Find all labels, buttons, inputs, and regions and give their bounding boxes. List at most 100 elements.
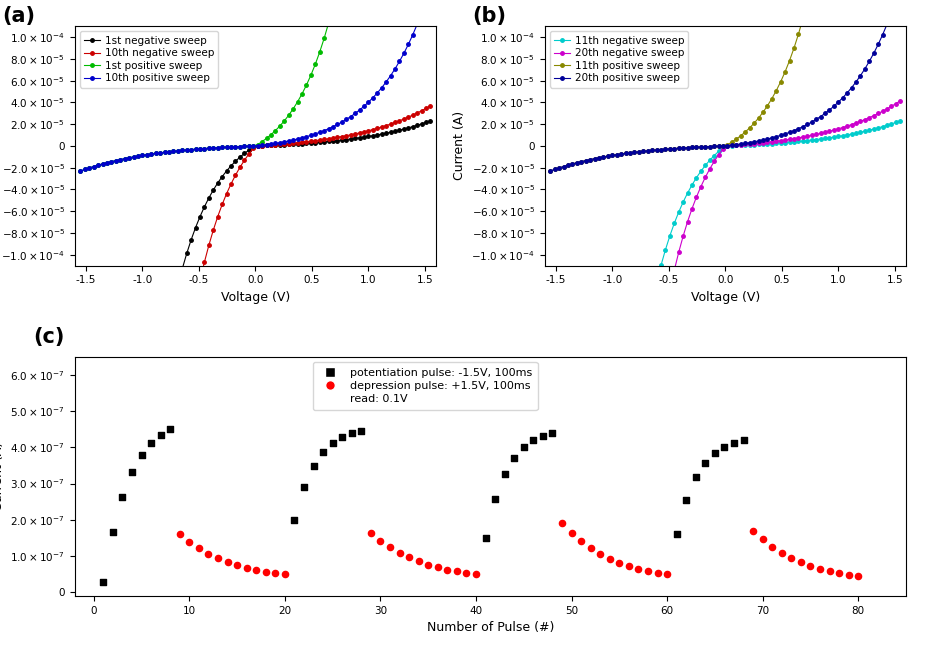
1st negative sweep xyxy=(425,117,436,124)
depression pulse: +1.5V, 100ms: (18, 5.76e-08): +1.5V, 100ms: (18, 5.76e-08) xyxy=(259,567,274,577)
Line: 1st positive sweep: 1st positive sweep xyxy=(78,0,432,173)
Point xyxy=(431,562,446,572)
X-axis label: Voltage (V): Voltage (V) xyxy=(220,291,290,304)
10th negative sweep xyxy=(301,138,312,145)
11th negative sweep xyxy=(771,140,782,147)
Point xyxy=(831,568,846,578)
depression pulse: +1.5V, 100ms: (14, 8.4e-08): +1.5V, 100ms: (14, 8.4e-08) xyxy=(220,557,235,567)
Point xyxy=(707,448,722,458)
Point xyxy=(325,438,340,449)
20th negative sweep xyxy=(855,117,866,125)
Y-axis label: Current (A): Current (A) xyxy=(0,441,5,511)
Point xyxy=(421,559,436,570)
11th negative sweep xyxy=(855,128,866,136)
Text: (a): (a) xyxy=(3,6,35,26)
Point xyxy=(650,567,665,578)
Point xyxy=(822,566,837,576)
Point xyxy=(497,469,512,479)
Line: 10th negative sweep: 10th negative sweep xyxy=(78,104,432,655)
20th negative sweep xyxy=(757,139,769,147)
1st negative sweep xyxy=(314,138,325,146)
Text: (b): (b) xyxy=(473,6,506,26)
depression pulse: +1.5V, 100ms: (13, 9.43e-08): +1.5V, 100ms: (13, 9.43e-08) xyxy=(210,553,225,563)
Legend: potentiation pulse: -1.5V, 100ms, depression pulse: +1.5V, 100ms, read: 0.1V: potentiation pulse: -1.5V, 100ms, depres… xyxy=(313,362,537,410)
10th positive sweep xyxy=(314,128,325,136)
Point xyxy=(727,438,742,448)
11th negative sweep xyxy=(757,140,769,148)
X-axis label: Number of Pulse (#): Number of Pulse (#) xyxy=(427,622,554,634)
X-axis label: Voltage (V): Voltage (V) xyxy=(690,291,760,304)
10th negative sweep xyxy=(230,171,241,179)
Point xyxy=(373,535,388,546)
Point xyxy=(698,457,713,468)
depression pulse: +1.5V, 100ms: (9, 1.6e-07): +1.5V, 100ms: (9, 1.6e-07) xyxy=(173,529,188,540)
potentiation pulse: -1.5V, 100ms: (7, 4.34e-07): -1.5V, 100ms: (7, 4.34e-07) xyxy=(153,430,168,440)
Point xyxy=(526,435,541,445)
11th positive sweep xyxy=(545,167,556,175)
1st positive sweep xyxy=(75,167,86,175)
1st positive sweep xyxy=(283,111,294,119)
11th negative sweep xyxy=(700,162,711,170)
Point xyxy=(573,536,588,547)
Point xyxy=(784,553,799,563)
10th positive sweep xyxy=(75,167,86,175)
Point xyxy=(478,533,493,543)
potentiation pulse: -1.5V, 100ms: (3, 2.64e-07): -1.5V, 100ms: (3, 2.64e-07) xyxy=(115,491,130,502)
potentiation pulse: -1.5V, 100ms: (1, 3e-08): -1.5V, 100ms: (1, 3e-08) xyxy=(96,576,111,587)
11th negative sweep xyxy=(895,117,906,124)
20th negative sweep xyxy=(700,174,711,181)
Point xyxy=(765,542,780,552)
10th negative sweep xyxy=(425,102,436,109)
potentiation pulse: -1.5V, 100ms: (5, 3.78e-07): -1.5V, 100ms: (5, 3.78e-07) xyxy=(134,450,149,460)
20th positive sweep xyxy=(545,167,556,175)
potentiation pulse: -1.5V, 100ms: (6, 4.11e-07): -1.5V, 100ms: (6, 4.11e-07) xyxy=(144,438,159,449)
depression pulse: +1.5V, 100ms: (16, 6.84e-08): +1.5V, 100ms: (16, 6.84e-08) xyxy=(239,563,254,573)
Line: 1st negative sweep: 1st negative sweep xyxy=(78,119,432,655)
depression pulse: +1.5V, 100ms: (10, 1.39e-07): +1.5V, 100ms: (10, 1.39e-07) xyxy=(182,537,197,548)
Point xyxy=(449,566,464,576)
Point xyxy=(440,565,455,575)
11th positive sweep xyxy=(757,108,769,116)
1st positive sweep xyxy=(301,81,312,89)
Point xyxy=(507,453,522,463)
potentiation pulse: -1.5V, 100ms: (2, 1.67e-07): -1.5V, 100ms: (2, 1.67e-07) xyxy=(106,527,120,537)
20th positive sweep xyxy=(700,143,711,151)
10th positive sweep xyxy=(301,133,312,141)
Line: 20th negative sweep: 20th negative sweep xyxy=(548,99,902,655)
Point xyxy=(545,428,559,438)
Point xyxy=(354,426,369,436)
Point xyxy=(774,548,789,558)
Point xyxy=(641,565,656,576)
20th positive sweep xyxy=(753,137,764,145)
1st negative sweep xyxy=(301,140,312,147)
Point xyxy=(593,549,608,559)
Line: 11th negative sweep: 11th negative sweep xyxy=(548,119,902,655)
Point xyxy=(411,556,426,567)
potentiation pulse: -1.5V, 100ms: (8, 4.5e-07): -1.5V, 100ms: (8, 4.5e-07) xyxy=(163,424,177,434)
depression pulse: +1.5V, 100ms: (15, 7.55e-08): +1.5V, 100ms: (15, 7.55e-08) xyxy=(230,560,245,571)
Point xyxy=(756,534,771,545)
11th positive sweep xyxy=(784,57,795,65)
10th positive sweep xyxy=(385,71,396,79)
20th negative sweep xyxy=(895,97,906,105)
Text: (c): (c) xyxy=(33,327,64,347)
11th positive sweep xyxy=(771,86,782,94)
Point xyxy=(688,472,703,483)
Point xyxy=(383,542,398,553)
Legend: 1st negative sweep, 10th negative sweep, 1st positive sweep, 10th positive sweep: 1st negative sweep, 10th negative sweep,… xyxy=(80,31,219,88)
Point xyxy=(736,435,751,445)
Point xyxy=(402,552,417,563)
10th positive sweep xyxy=(230,143,241,151)
20th negative sweep xyxy=(771,138,782,145)
1st negative sweep xyxy=(230,157,241,165)
Point xyxy=(631,563,646,574)
Line: 20th positive sweep: 20th positive sweep xyxy=(548,0,902,173)
Point xyxy=(345,428,360,439)
Point xyxy=(679,495,694,505)
Point xyxy=(334,432,349,443)
Point xyxy=(621,561,636,571)
11th positive sweep xyxy=(700,143,711,151)
Point xyxy=(555,518,570,529)
20th positive sweep xyxy=(757,136,769,144)
Point xyxy=(306,460,321,471)
